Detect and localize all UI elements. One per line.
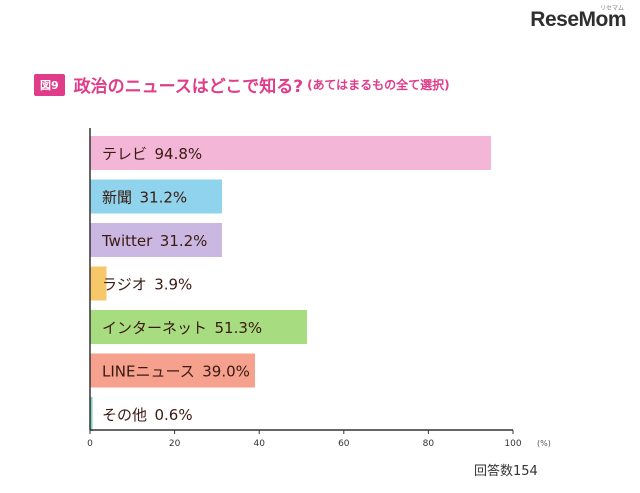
chart-subtitle: (あてはまるもの全て選択) bbox=[307, 78, 450, 92]
bar-label: LINEニュース 39.0% bbox=[102, 363, 250, 381]
figure-number-badge: 図9 bbox=[34, 73, 65, 96]
bar bbox=[90, 353, 255, 388]
bar-label: その他 0.6% bbox=[102, 406, 193, 424]
chart-title-row: 図9 政治のニュースはどこで知る? (あてはまるもの全て選択) bbox=[34, 72, 450, 97]
bar bbox=[90, 223, 222, 257]
bar bbox=[90, 397, 93, 431]
bar bbox=[90, 266, 107, 301]
bar-label: テレビ 94.8% bbox=[102, 145, 202, 163]
logo-subtitle: リセマム bbox=[599, 5, 624, 12]
x-tick-label: 80 bbox=[423, 439, 435, 449]
bar-label: ラジオ 3.9% bbox=[102, 276, 192, 294]
x-axis-unit: (%) bbox=[537, 439, 551, 448]
bar bbox=[90, 179, 222, 214]
x-tick-label: 60 bbox=[338, 439, 350, 449]
bar-label: インターネット 51.3% bbox=[102, 319, 262, 337]
resemom-logo: ReseMom bbox=[530, 8, 626, 31]
bar-label: Twitter 31.2% bbox=[101, 232, 207, 250]
x-tick-label: 100 bbox=[504, 439, 521, 449]
bar bbox=[90, 310, 307, 344]
bar-label: 新聞 31.2% bbox=[102, 189, 187, 207]
x-tick-label: 20 bbox=[169, 439, 181, 449]
chart-title: 政治のニュースはどこで知る? bbox=[73, 77, 304, 97]
respondent-count: 回答数154 bbox=[474, 464, 538, 479]
x-tick-label: 0 bbox=[87, 439, 93, 449]
bar bbox=[90, 136, 492, 170]
x-tick-label: 40 bbox=[253, 439, 265, 449]
